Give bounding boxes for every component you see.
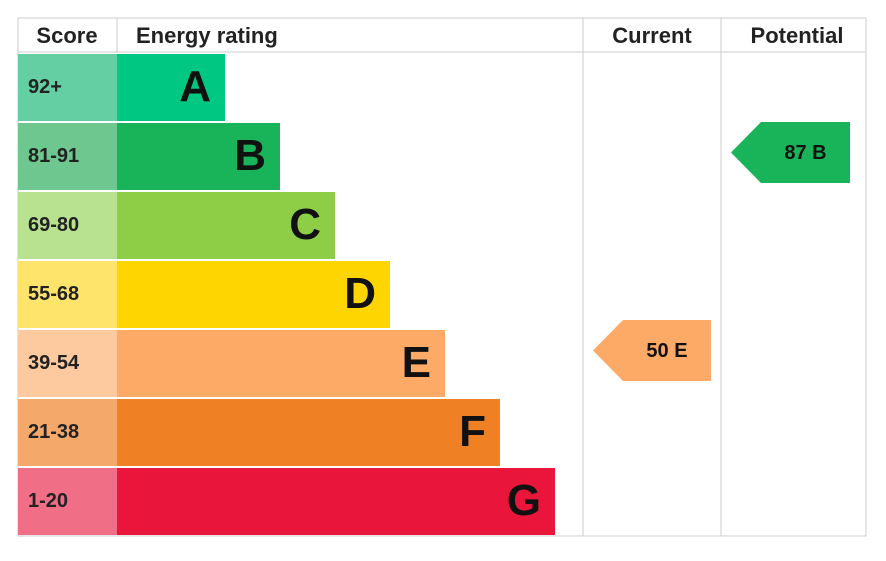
header-potential: Potential [751, 23, 844, 48]
score-label: 92+ [28, 76, 62, 98]
rating-bar [117, 330, 445, 397]
header-current: Current [612, 23, 692, 48]
current-label: 50 E [646, 340, 687, 362]
rating-letter: G [507, 476, 541, 525]
score-cell [18, 192, 117, 259]
score-cell [18, 468, 117, 535]
score-label: 1-20 [28, 490, 68, 512]
rating-letter: D [344, 269, 376, 318]
score-cell [18, 330, 117, 397]
rating-letter: A [179, 62, 211, 111]
score-label: 81-91 [28, 145, 79, 167]
rating-bar [117, 192, 335, 259]
header-rating: Energy rating [136, 23, 278, 48]
header-score: Score [36, 23, 97, 48]
rating-bar [117, 54, 225, 121]
score-cell [18, 261, 117, 328]
score-label: 55-68 [28, 283, 79, 305]
current-arrow [593, 320, 711, 381]
score-label: 69-80 [28, 214, 79, 236]
rating-letter: E [402, 338, 431, 387]
rating-letter: C [289, 200, 321, 249]
score-label: 39-54 [28, 352, 80, 374]
rating-bar [117, 468, 555, 535]
rating-letter: F [459, 407, 486, 456]
rating-bar [117, 261, 390, 328]
rating-bar [117, 123, 280, 190]
score-cell [18, 399, 117, 466]
potential-label: 87 B [784, 142, 826, 164]
score-label: 21-38 [28, 421, 79, 443]
rating-bar [117, 399, 500, 466]
rating-letter: B [234, 131, 266, 180]
score-cell [18, 54, 117, 121]
score-cell [18, 123, 117, 190]
potential-arrow [731, 122, 850, 183]
